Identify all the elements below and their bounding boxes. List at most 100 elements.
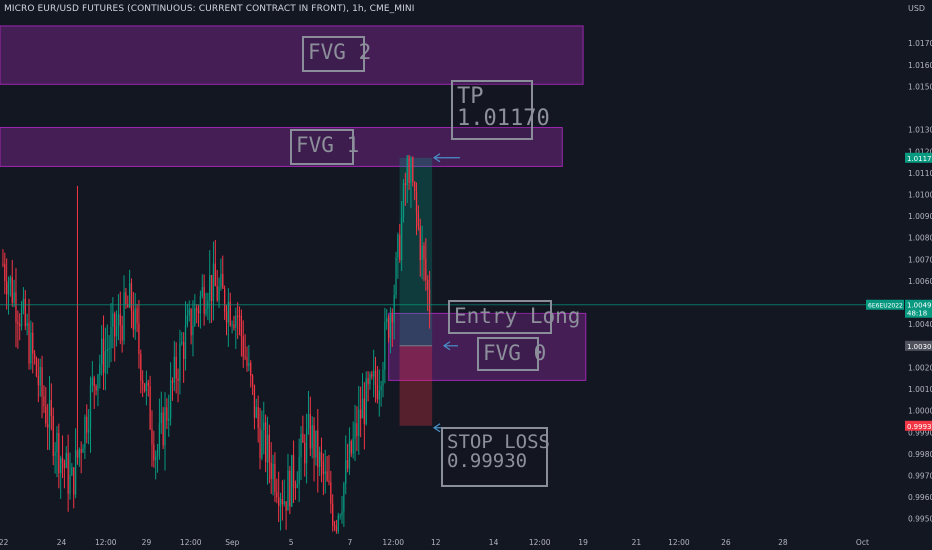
candle-body bbox=[218, 287, 220, 301]
time-axis-bg bbox=[0, 536, 932, 550]
candle-body bbox=[171, 380, 174, 383]
candle-body bbox=[302, 433, 304, 443]
candle-body bbox=[209, 275, 211, 301]
time-tick-label: 12:00 bbox=[382, 538, 404, 547]
stop-loss-area bbox=[399, 345, 433, 426]
candle-body bbox=[259, 428, 261, 459]
candle-body bbox=[309, 414, 311, 449]
annotation-tp[interactable]: TP 1.01170 bbox=[451, 80, 550, 140]
candle-body bbox=[354, 423, 356, 439]
candle-body bbox=[380, 386, 382, 391]
candle-body bbox=[76, 450, 79, 458]
candle-body bbox=[48, 399, 51, 428]
entry-arrow-head bbox=[442, 341, 451, 351]
candle-body bbox=[261, 430, 263, 459]
candle-body bbox=[266, 434, 269, 463]
candle-body bbox=[410, 156, 412, 183]
candle-body bbox=[156, 449, 159, 457]
candle-body bbox=[324, 471, 326, 475]
candle-body bbox=[153, 444, 155, 461]
price-badge-label: 1.0030 bbox=[907, 343, 932, 351]
candle-body bbox=[222, 273, 224, 289]
candle-body bbox=[421, 245, 423, 261]
candle-body bbox=[22, 298, 25, 309]
time-tick-label: 7 bbox=[347, 538, 352, 547]
candle-body bbox=[52, 415, 54, 456]
candle-body bbox=[140, 353, 142, 381]
candle-body bbox=[60, 458, 62, 474]
price-badge-label: 1.0117 bbox=[907, 155, 932, 163]
candle-body bbox=[365, 378, 367, 425]
candle-body bbox=[326, 471, 328, 481]
price-tick-label: 1.0150 bbox=[908, 82, 932, 91]
price-tick-label: 1.0090 bbox=[908, 212, 932, 221]
candle-body bbox=[233, 324, 235, 328]
candle-body bbox=[37, 376, 39, 386]
annotation-sl[interactable]: STOP LOSS 0.99930 bbox=[441, 427, 550, 487]
time-tick-label: 24 bbox=[57, 538, 67, 547]
candle-body bbox=[359, 409, 362, 419]
candle-body bbox=[20, 308, 23, 327]
candles-layer bbox=[2, 155, 431, 534]
price-tick-label: 0.9970 bbox=[908, 471, 932, 480]
candle-body bbox=[415, 191, 418, 213]
candle-body bbox=[19, 323, 21, 327]
candle-body bbox=[24, 298, 26, 327]
candle-body bbox=[63, 462, 66, 468]
candle-body bbox=[276, 492, 278, 498]
candle-body bbox=[320, 452, 323, 462]
candle-body bbox=[158, 423, 161, 450]
time-axis[interactable]: 22 24 12:00 29 12:00 Sep 5 7 12:00 12 14 12:00 19 21 1… bbox=[0, 536, 932, 550]
candle-body bbox=[102, 338, 105, 373]
candle-body bbox=[7, 283, 10, 295]
candle-body bbox=[374, 370, 377, 385]
price-tick-label: 0.9990 bbox=[908, 428, 932, 437]
price-tick-label: 1.0080 bbox=[908, 234, 932, 243]
candle-body bbox=[417, 212, 420, 227]
annotation-fvg0[interactable]: FVG 0 bbox=[477, 337, 546, 371]
time-tick-label: Oct bbox=[856, 538, 869, 547]
candle-body bbox=[313, 425, 315, 458]
candle-body bbox=[166, 407, 168, 421]
price-badge-bg bbox=[905, 420, 932, 431]
candle-body bbox=[168, 418, 170, 421]
candle-body bbox=[203, 287, 205, 314]
price-tick-label: 1.0010 bbox=[908, 385, 932, 394]
candle-body bbox=[400, 217, 403, 260]
price-tick-label: 1.0040 bbox=[908, 320, 932, 329]
candle-body bbox=[130, 283, 133, 312]
annotation-entry[interactable]: Entry Long bbox=[448, 300, 580, 334]
candle-body bbox=[307, 414, 310, 429]
candle-body bbox=[240, 316, 243, 337]
candle-body bbox=[227, 301, 230, 323]
price-tick-label: 1.0130 bbox=[908, 126, 932, 135]
candle-body bbox=[125, 292, 127, 304]
candle-body bbox=[210, 275, 213, 302]
candle-body bbox=[382, 369, 384, 387]
candle-body bbox=[194, 308, 196, 326]
candle-body bbox=[384, 322, 386, 370]
candle-body bbox=[13, 292, 15, 303]
candle-body bbox=[427, 279, 429, 290]
price-axis[interactable]: 1.0170 1.0160 1.0150 1.0130 1.0120 1.0110 1.01… bbox=[866, 0, 932, 550]
annotation-line: 1.01170 bbox=[457, 106, 550, 131]
price-tick-label: 1.0100 bbox=[908, 191, 932, 200]
candle-body bbox=[134, 308, 136, 330]
candle-body bbox=[2, 263, 4, 265]
candle-body bbox=[393, 295, 395, 323]
candle-body bbox=[128, 283, 131, 308]
annotation-fvg2[interactable]: FVG 2 bbox=[302, 36, 371, 72]
candle-body bbox=[283, 501, 285, 505]
candle-body bbox=[289, 470, 291, 507]
annotation-fvg1[interactable]: FVG 1 bbox=[290, 129, 359, 165]
candle-body bbox=[86, 416, 88, 433]
price-tick-label: 1.0020 bbox=[908, 363, 932, 372]
candle-body bbox=[95, 386, 97, 391]
candle-body bbox=[332, 503, 334, 526]
candle-body bbox=[162, 412, 164, 446]
candle-body bbox=[35, 358, 38, 377]
candle-body bbox=[173, 356, 175, 383]
candle-body bbox=[43, 396, 45, 407]
candle-body bbox=[11, 277, 13, 303]
